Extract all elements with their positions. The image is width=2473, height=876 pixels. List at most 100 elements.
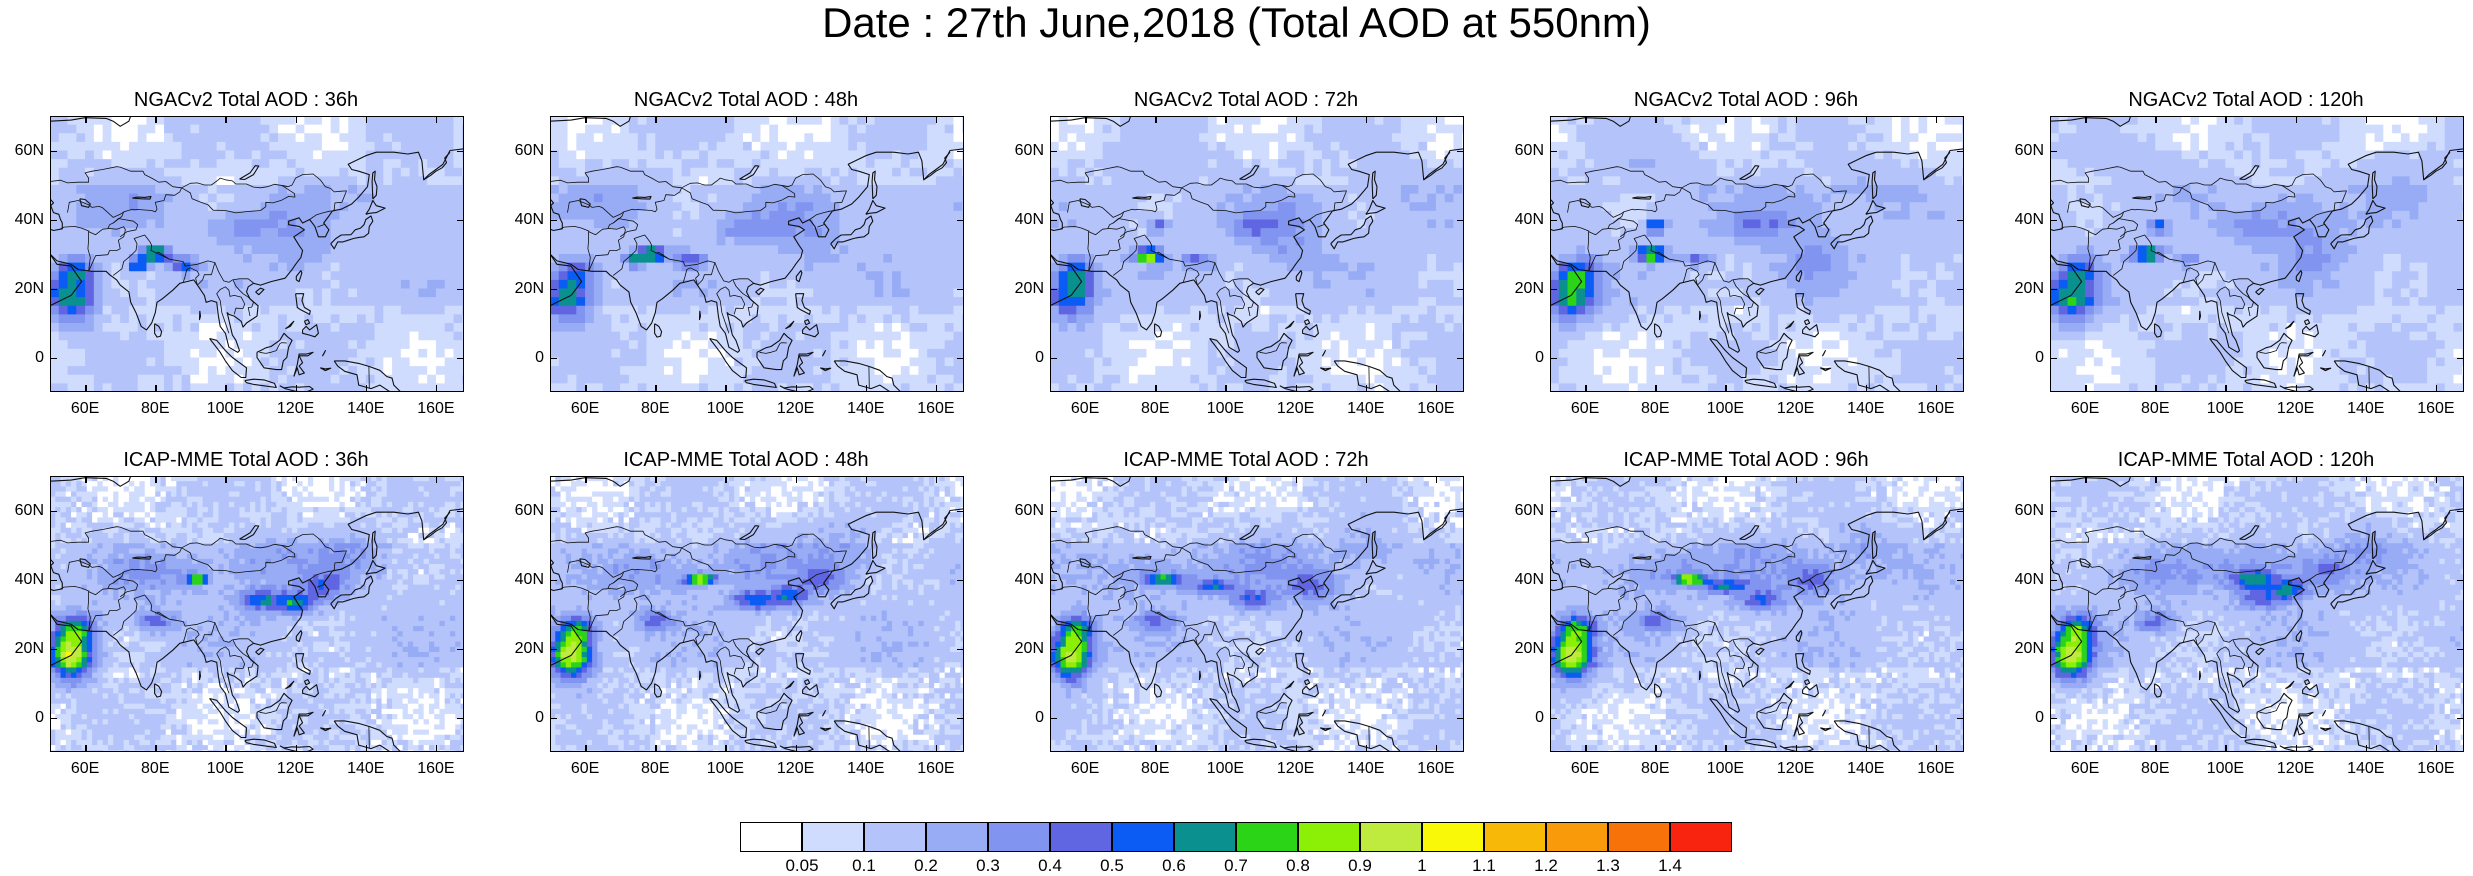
lon-tick-label: 120E [1766, 400, 1826, 418]
lon-tick [296, 476, 298, 483]
lat-tick-label: 60N [500, 142, 544, 160]
lon-tick [2366, 745, 2368, 752]
lon-tick [1585, 476, 1587, 483]
colorbar-label: 1.1 [1454, 856, 1514, 876]
colorbar-swatch [1608, 822, 1670, 852]
lat-tick [50, 649, 57, 651]
lat-tick [2457, 151, 2464, 153]
lat-tick [1457, 358, 1464, 360]
lat-tick [1457, 511, 1464, 513]
aod-map [50, 116, 464, 392]
colorbar-label: 1 [1392, 856, 1452, 876]
aod-map-svg [1050, 116, 1464, 392]
lat-tick-label: 40N [1000, 211, 1044, 229]
aod-field [1550, 476, 1964, 752]
lon-tick [1155, 745, 1157, 752]
lat-tick-label: 60N [500, 502, 544, 520]
lon-tick [725, 116, 727, 123]
lat-tick [1957, 580, 1964, 582]
lon-tick [2366, 116, 2368, 123]
aod-map [2050, 116, 2464, 392]
lon-tick [225, 385, 227, 392]
lon-tick [1085, 385, 1087, 392]
lat-tick [50, 511, 57, 513]
lat-tick-label: 60N [1000, 502, 1044, 520]
lat-tick [457, 511, 464, 513]
lat-tick [550, 358, 557, 360]
lat-tick-label: 60N [2000, 142, 2044, 160]
lon-tick-label: 100E [695, 400, 755, 418]
lon-tick-label: 140E [1336, 400, 1396, 418]
aod-map [1050, 116, 1464, 392]
lat-tick [1550, 718, 1557, 720]
aod-map-svg [50, 116, 464, 392]
lat-tick [1050, 718, 1057, 720]
lat-tick-label: 60N [2000, 502, 2044, 520]
lon-tick [155, 385, 157, 392]
lon-tick-label: 160E [1906, 760, 1966, 778]
lon-tick [585, 385, 587, 392]
lon-tick-label: 100E [695, 760, 755, 778]
lat-tick [1457, 649, 1464, 651]
lat-tick [1457, 151, 1464, 153]
lon-tick [655, 476, 657, 483]
lon-tick-label: 140E [836, 400, 896, 418]
lon-tick [936, 476, 938, 483]
aod-map-svg [550, 116, 964, 392]
lat-tick [957, 358, 964, 360]
aod-map-svg [2050, 116, 2464, 392]
lon-tick-label: 140E [836, 760, 896, 778]
lon-tick [936, 385, 938, 392]
lat-tick [2457, 358, 2464, 360]
lon-tick [1366, 476, 1368, 483]
lon-tick-label: 160E [2406, 400, 2466, 418]
lon-tick-label: 100E [2195, 760, 2255, 778]
lat-tick [957, 718, 964, 720]
lat-tick-label: 60N [1500, 502, 1544, 520]
lat-tick-label: 60N [0, 502, 44, 520]
lon-tick [585, 476, 587, 483]
lon-tick-label: 120E [1266, 760, 1326, 778]
colorbar-swatch [1360, 822, 1422, 852]
lat-tick-label: 0 [500, 349, 544, 367]
lon-tick [2085, 476, 2087, 483]
lon-tick-label: 100E [2195, 400, 2255, 418]
lon-tick [366, 116, 368, 123]
lon-tick [1225, 745, 1227, 752]
lat-tick-label: 20N [1500, 280, 1544, 298]
lat-tick [457, 220, 464, 222]
lat-tick-label: 20N [1000, 280, 1044, 298]
lon-tick-label: 100E [195, 760, 255, 778]
lon-tick [1725, 116, 1727, 123]
lon-tick [1655, 476, 1657, 483]
lat-tick-label: 20N [0, 640, 44, 658]
lon-tick [1085, 476, 1087, 483]
lat-tick [457, 358, 464, 360]
lon-tick-label: 160E [1406, 760, 1466, 778]
lon-tick [936, 116, 938, 123]
lon-tick-label: 160E [906, 760, 966, 778]
lon-tick [2225, 385, 2227, 392]
colorbar-swatch [1670, 822, 1732, 852]
panel-title: NGACv2 Total AOD : 96h [1500, 88, 1992, 112]
aod-map [1050, 476, 1464, 752]
lon-tick [296, 745, 298, 752]
colorbar-swatch [1050, 822, 1112, 852]
panel-title: ICAP-MME Total AOD : 120h [2000, 448, 2473, 472]
lon-tick-label: 120E [266, 400, 326, 418]
lon-tick [225, 745, 227, 752]
panel-title: ICAP-MME Total AOD : 48h [500, 448, 992, 472]
lon-tick-label: 80E [125, 760, 185, 778]
lon-tick [1655, 745, 1657, 752]
lat-tick-label: 40N [1500, 571, 1544, 589]
lon-tick-label: 140E [1336, 760, 1396, 778]
lon-tick [2085, 745, 2087, 752]
lon-tick-label: 120E [766, 760, 826, 778]
lon-tick [2296, 116, 2298, 123]
lon-tick-label: 140E [1836, 760, 1896, 778]
